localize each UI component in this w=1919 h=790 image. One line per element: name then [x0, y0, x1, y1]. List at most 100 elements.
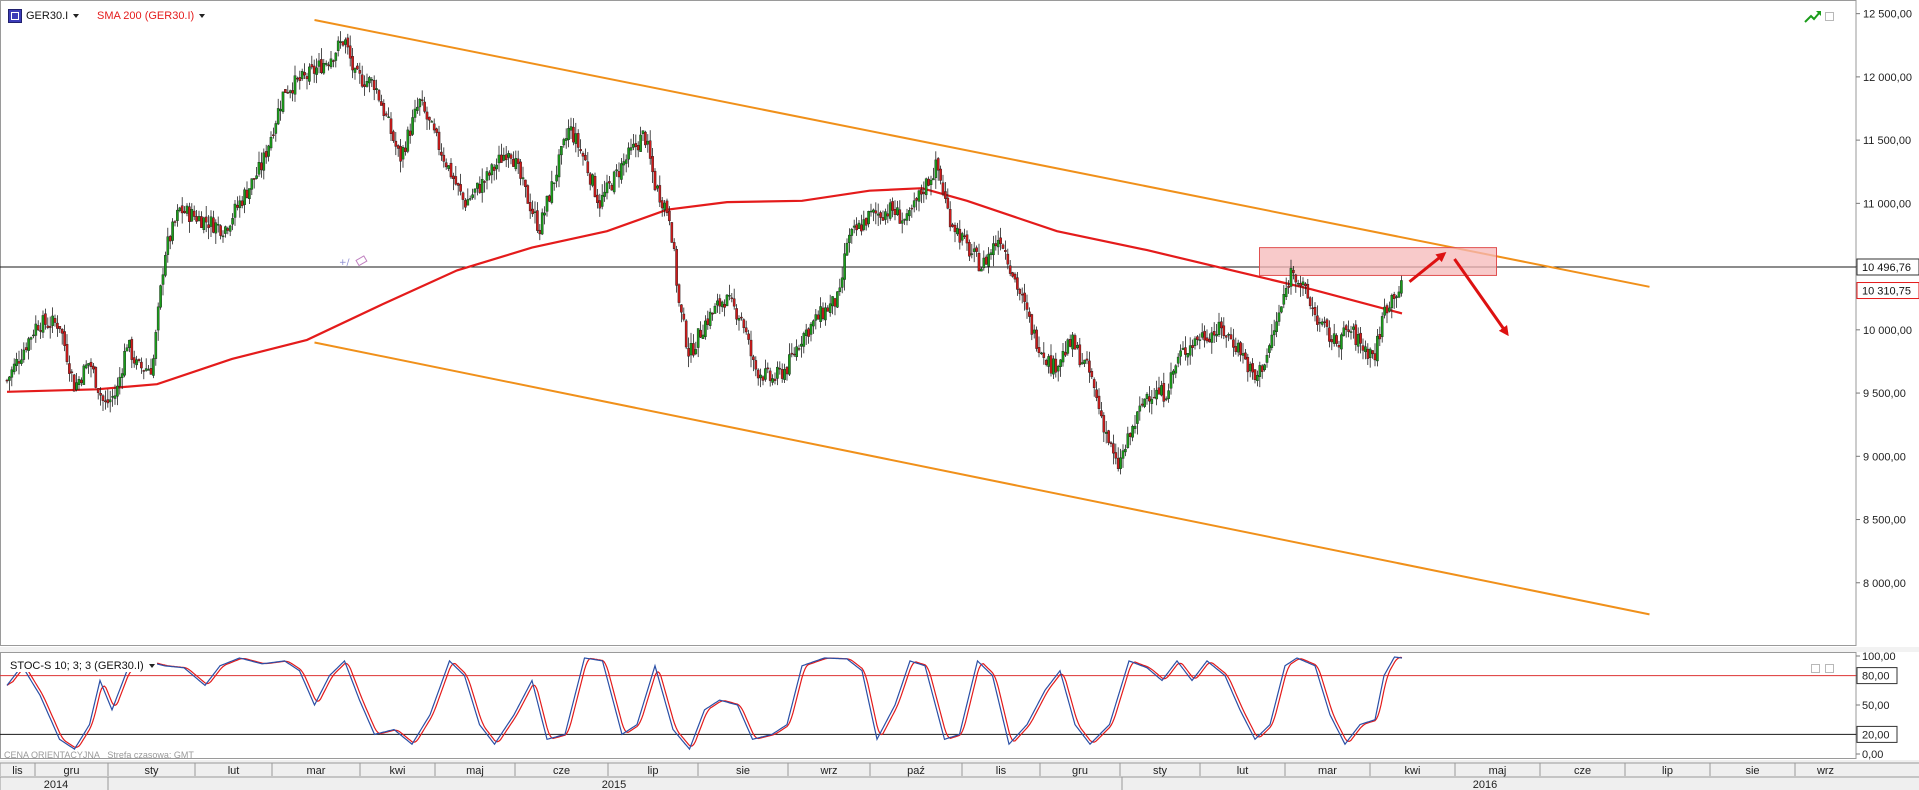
candle-body — [226, 228, 230, 231]
candle-body — [363, 84, 366, 87]
candle-body — [70, 371, 74, 373]
candle-body — [44, 313, 47, 325]
candle-body — [732, 298, 736, 307]
sma-200-line — [6, 187, 1403, 393]
candle-body — [528, 201, 532, 212]
candle-body — [1368, 348, 1372, 359]
candle-body — [1157, 387, 1161, 395]
symbol-selector[interactable]: GER30.I — [8, 9, 80, 23]
candle-body — [1371, 350, 1374, 355]
candle-body — [101, 395, 105, 401]
candle-body — [516, 158, 520, 164]
candle-body — [1328, 327, 1331, 342]
candle-body — [394, 140, 398, 147]
candle-body — [706, 318, 710, 325]
candle-body — [747, 333, 750, 340]
candle-body — [308, 66, 311, 82]
candle-body — [315, 67, 318, 75]
candle-body — [1162, 383, 1166, 402]
stoch-d-line — [6, 656, 1403, 749]
instrument-icon — [8, 9, 22, 23]
candle-body — [1061, 350, 1065, 363]
candle-body — [1376, 335, 1379, 362]
candle-body — [1174, 365, 1178, 374]
month-label: maj — [466, 765, 484, 777]
candle-body — [156, 306, 160, 331]
candle-body — [773, 378, 777, 381]
candle-body — [1222, 325, 1226, 336]
candle-body — [1148, 396, 1151, 402]
candle-body — [1047, 356, 1050, 367]
candle-body — [646, 140, 650, 145]
candle-body — [233, 203, 237, 218]
candle-body — [490, 164, 494, 176]
candle-body — [639, 134, 642, 152]
candle-body — [862, 219, 866, 230]
candle-body — [540, 212, 544, 235]
candle-body — [624, 159, 628, 164]
stochastic-selector[interactable]: STOC-S 10; 3; 3 (GER30.I) — [8, 660, 157, 672]
candle-body — [468, 198, 472, 200]
candle-body — [1186, 353, 1190, 358]
candle-body — [1116, 457, 1120, 469]
candle-body — [910, 207, 914, 210]
candle-body — [795, 346, 798, 358]
candle-body — [840, 277, 844, 288]
month-label: mar — [1318, 765, 1337, 777]
candle-body — [636, 145, 640, 151]
candle-body — [792, 353, 796, 356]
candle-body — [1198, 339, 1202, 341]
candle-body — [180, 205, 184, 214]
candle-body — [111, 396, 114, 398]
panel-restore-icon[interactable] — [1825, 12, 1834, 21]
candle-body — [353, 68, 357, 73]
candle-body — [432, 123, 436, 131]
candle-body — [555, 174, 558, 182]
candle-body — [1299, 283, 1302, 287]
candle-body — [598, 200, 602, 209]
forecast-arrow — [1408, 252, 1447, 283]
candle-body — [1150, 398, 1154, 404]
candle-body — [1083, 359, 1086, 364]
candle-body — [36, 325, 40, 331]
price-label: 10 496,76 — [1862, 262, 1911, 274]
candle-body — [322, 63, 326, 74]
candle-body — [82, 365, 86, 385]
candle-body — [1080, 362, 1084, 365]
candle-body — [603, 191, 606, 197]
candle-body — [958, 228, 962, 243]
candle-body — [1306, 284, 1310, 299]
candle-body — [869, 210, 873, 213]
candle-body — [1256, 374, 1259, 381]
candle-body — [1028, 311, 1031, 317]
candle-body — [404, 147, 407, 152]
y-tick-label: 9 500,00 — [1863, 388, 1906, 400]
candle-body — [634, 143, 638, 147]
candle-body — [192, 210, 196, 217]
month-label: kwi — [390, 765, 406, 777]
candle-body — [860, 224, 863, 232]
candle-body — [574, 133, 578, 144]
candle-body — [197, 216, 201, 221]
panel-minimize-icon[interactable] — [1811, 664, 1820, 673]
sma-indicator-selector[interactable]: SMA 200 (GER30.I) — [97, 10, 206, 22]
candle-body — [519, 161, 522, 179]
candle-body — [1102, 415, 1106, 433]
candle-body — [1104, 431, 1108, 434]
chevron-down-icon — [148, 664, 155, 669]
candle-body — [125, 347, 129, 352]
candle-body — [1292, 270, 1295, 273]
candle-body — [831, 296, 834, 307]
panel-restore-icon[interactable] — [1825, 664, 1834, 673]
candle-body — [221, 235, 225, 238]
month-label: paź — [907, 765, 925, 777]
candle-body — [893, 209, 897, 215]
candle-body — [1301, 281, 1305, 286]
candle-body — [387, 116, 390, 118]
candle-body — [396, 145, 400, 149]
candle-body — [449, 162, 453, 178]
candle-body — [10, 369, 14, 378]
candle-body — [915, 198, 918, 201]
